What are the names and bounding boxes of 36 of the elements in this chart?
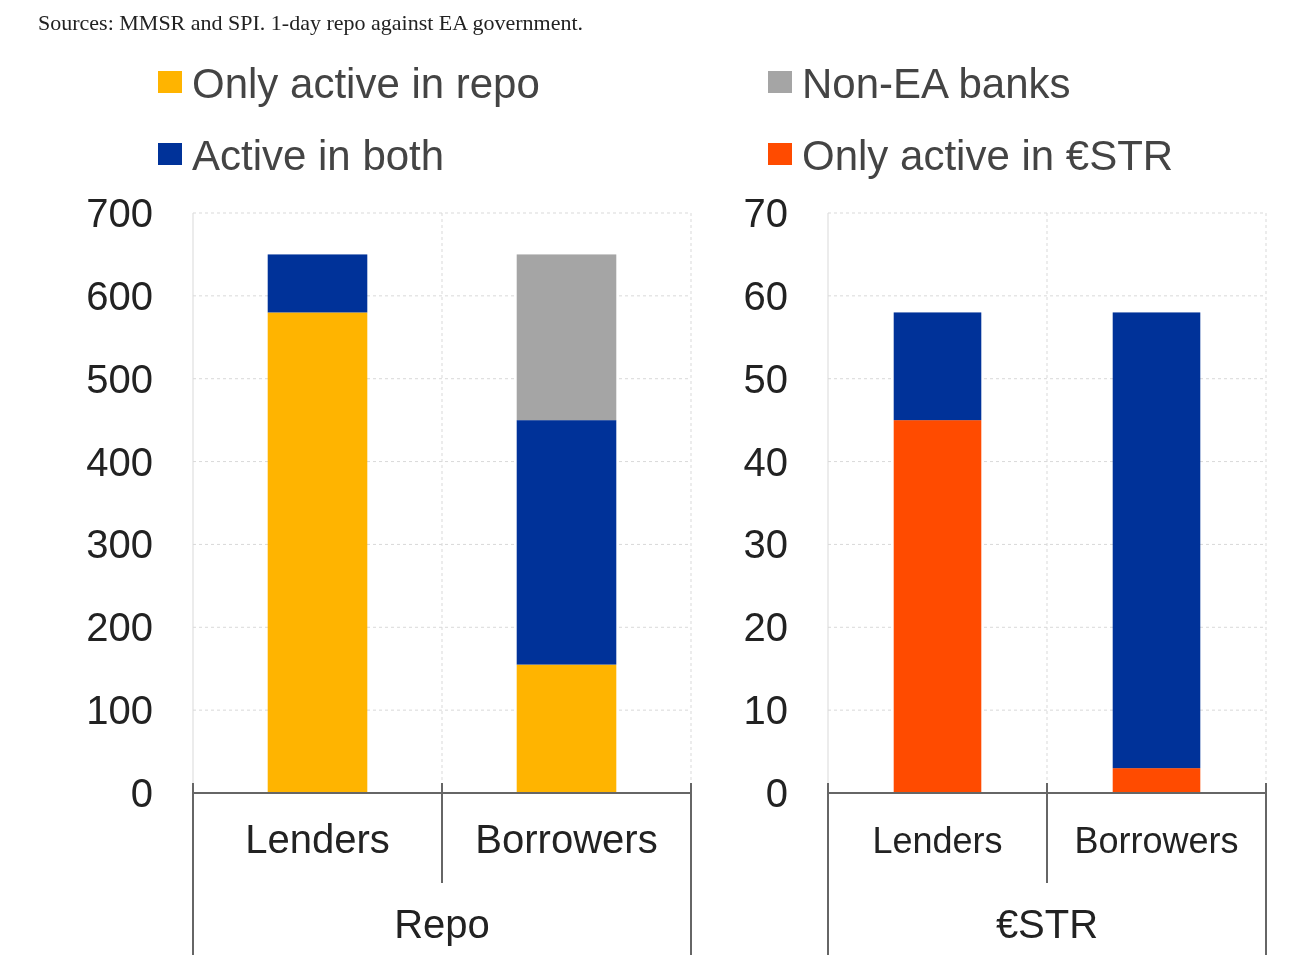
bar xyxy=(516,664,617,793)
y-tick-label: 400 xyxy=(86,439,153,484)
bar xyxy=(1112,312,1201,769)
bar xyxy=(267,254,368,313)
bar xyxy=(1112,768,1201,793)
source-note: Sources: MMSR and SPI. 1-day repo against EA government. xyxy=(38,10,584,35)
legend-label: Only active in repo xyxy=(192,59,540,107)
y-tick-label: 700 xyxy=(86,191,153,235)
bar xyxy=(267,312,368,793)
x-tick-label: Borrowers xyxy=(475,817,658,861)
x-tick-label: Borrowers xyxy=(1074,820,1239,861)
y-tick-label: 600 xyxy=(86,273,153,318)
y-tick-label: 100 xyxy=(86,688,153,733)
y-tick-label: 60 xyxy=(743,273,788,318)
y-tick-label: 500 xyxy=(86,356,153,401)
x-tick-label: Lenders xyxy=(872,820,1003,861)
y-tick-label: 0 xyxy=(765,771,788,815)
x-tick-label: Lenders xyxy=(245,817,390,861)
bar xyxy=(516,254,617,421)
y-tick-label: 300 xyxy=(86,522,153,567)
bar xyxy=(516,420,617,665)
legend-label: Only active in €STR xyxy=(802,131,1174,179)
x-axis-title: €STR xyxy=(995,902,1099,946)
y-tick-label: 70 xyxy=(743,191,788,235)
legend-label: Active in both xyxy=(192,131,445,179)
bar xyxy=(893,420,982,793)
legend-label: Non-EA banks xyxy=(802,59,1071,107)
y-tick-label: 20 xyxy=(743,605,788,650)
y-tick-label: 10 xyxy=(743,688,788,733)
y-tick-label: 30 xyxy=(743,522,788,567)
y-tick-label: 50 xyxy=(743,356,788,401)
x-axis-title: Repo xyxy=(394,902,490,946)
y-tick-label: 200 xyxy=(86,605,153,650)
bar xyxy=(893,312,982,421)
y-tick-label: 0 xyxy=(130,771,153,815)
y-tick-label: 40 xyxy=(743,439,788,484)
